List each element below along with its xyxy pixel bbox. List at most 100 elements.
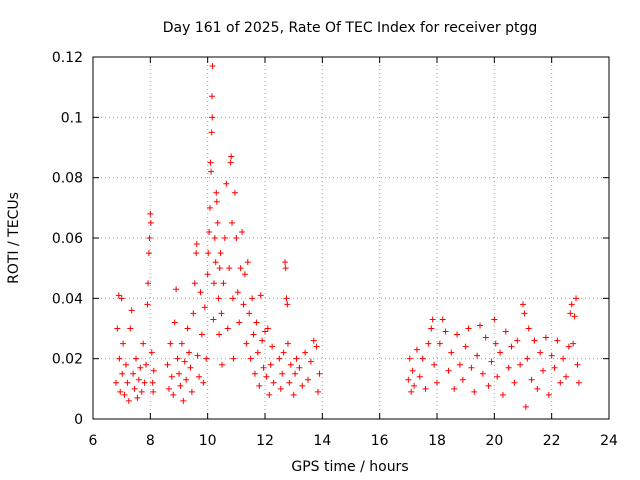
data-point — [269, 343, 276, 350]
data-point — [280, 349, 287, 356]
data-point — [479, 370, 486, 377]
data-point — [209, 114, 216, 121]
data-point — [208, 93, 215, 100]
data-point — [193, 241, 200, 248]
data-point — [279, 370, 286, 377]
data-point — [237, 265, 244, 272]
data-point — [434, 379, 440, 386]
data-point — [316, 370, 323, 377]
data-point — [263, 373, 270, 380]
data-point — [216, 331, 223, 338]
data-point — [246, 310, 253, 317]
data-point — [187, 364, 194, 371]
data-point — [178, 340, 185, 347]
data-point — [537, 349, 544, 356]
data-point — [180, 397, 187, 404]
data-point — [204, 271, 211, 278]
data-point — [130, 370, 137, 377]
data-point — [239, 228, 246, 235]
data-point — [219, 361, 225, 368]
data-point — [138, 388, 145, 395]
data-point — [431, 361, 438, 368]
data-point — [253, 319, 260, 326]
data-point — [115, 292, 122, 299]
data-point — [573, 295, 580, 302]
data-point — [148, 349, 155, 356]
data-point — [205, 250, 212, 257]
data-point — [283, 295, 290, 302]
data-point — [560, 355, 567, 362]
data-point — [244, 259, 251, 266]
data-point — [270, 379, 277, 386]
data-point — [287, 361, 294, 368]
data-point — [168, 373, 175, 380]
data-point — [229, 295, 236, 302]
data-point — [422, 385, 429, 392]
data-point — [465, 325, 472, 332]
data-point — [290, 391, 297, 398]
data-point — [571, 313, 578, 320]
x-tick-label: 24 — [600, 433, 618, 449]
data-point — [428, 325, 435, 332]
data-point — [406, 355, 413, 362]
data-point — [525, 325, 532, 332]
data-point — [257, 292, 264, 299]
data-point — [570, 340, 577, 347]
data-point — [167, 340, 174, 347]
data-point — [254, 349, 261, 356]
data-point — [191, 280, 198, 287]
data-point — [220, 280, 227, 287]
data-point — [147, 210, 154, 217]
data-point — [177, 382, 184, 389]
y-tick-label: 0.08 — [52, 171, 83, 187]
data-point — [448, 349, 455, 356]
data-point — [193, 250, 200, 257]
data-point — [293, 355, 300, 362]
data-point — [575, 379, 582, 386]
data-point — [122, 361, 129, 368]
data-point — [282, 265, 289, 272]
data-point — [116, 355, 123, 362]
data-point — [196, 373, 203, 380]
data-point — [174, 355, 181, 362]
x-tick-label: 6 — [89, 433, 98, 449]
data-point — [557, 379, 564, 386]
data-point — [574, 361, 581, 368]
data-point — [247, 355, 254, 362]
data-point — [121, 391, 128, 398]
data-point — [502, 328, 509, 335]
data-point — [117, 388, 124, 395]
x-tick-label: 10 — [199, 433, 217, 449]
data-point — [198, 331, 205, 338]
data-point — [249, 295, 256, 302]
data-point — [228, 153, 235, 160]
y-axis-ticks: 0 0.02 0.04 0.06 0.08 0.1 0.12 — [52, 50, 609, 428]
data-point — [227, 159, 234, 166]
data-point — [505, 364, 512, 371]
data-point — [284, 340, 291, 347]
data-point — [531, 337, 538, 344]
data-point — [276, 355, 283, 362]
data-point — [456, 361, 463, 368]
data-point — [429, 316, 436, 323]
data-point — [223, 180, 230, 187]
data-point — [551, 364, 558, 371]
data-point — [409, 367, 416, 374]
data-point — [140, 340, 147, 347]
data-point — [210, 316, 217, 323]
data-point — [411, 382, 418, 389]
data-point — [144, 301, 151, 308]
data-point — [508, 343, 515, 350]
data-point — [514, 337, 521, 344]
data-point — [197, 289, 204, 296]
data-point — [459, 376, 466, 383]
data-point — [542, 334, 549, 341]
data-point — [210, 280, 217, 287]
data-point — [554, 337, 561, 344]
data-points — [112, 63, 582, 410]
data-point — [439, 316, 446, 323]
data-point — [234, 289, 241, 296]
data-point — [534, 385, 541, 392]
data-point — [215, 295, 222, 302]
